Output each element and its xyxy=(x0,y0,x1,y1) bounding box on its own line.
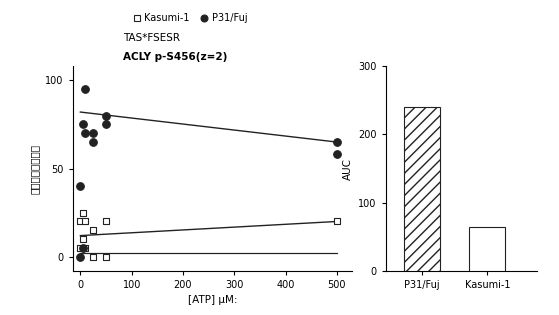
Text: ACLY p-S456(z=2): ACLY p-S456(z=2) xyxy=(123,52,228,62)
Point xyxy=(89,228,98,233)
Text: TAS*FSESR: TAS*FSESR xyxy=(123,33,180,43)
Y-axis label: AUC: AUC xyxy=(343,158,353,180)
Point xyxy=(102,122,111,127)
Point xyxy=(76,184,85,189)
Point xyxy=(89,254,98,259)
Point xyxy=(76,219,85,224)
Point xyxy=(332,152,341,157)
Point xyxy=(81,87,90,92)
Point xyxy=(78,245,87,250)
Point xyxy=(81,131,90,136)
X-axis label: [ATP] μM:: [ATP] μM: xyxy=(188,295,237,306)
Bar xyxy=(470,226,505,271)
Point xyxy=(102,219,111,224)
Point xyxy=(89,131,98,136)
Y-axis label: 規格化された活性: 規格化された活性 xyxy=(30,144,40,193)
Point xyxy=(89,140,98,145)
Legend: Kasumi-1, P31/Fuj: Kasumi-1, P31/Fuj xyxy=(128,9,252,27)
Point xyxy=(78,210,87,215)
Point xyxy=(81,219,90,224)
Point xyxy=(78,237,87,242)
Point xyxy=(81,245,90,250)
Point xyxy=(332,140,341,145)
Point xyxy=(102,113,111,118)
Point xyxy=(332,219,341,224)
Point xyxy=(78,122,87,127)
Point xyxy=(76,245,85,250)
Point xyxy=(76,254,85,259)
Bar xyxy=(404,107,440,271)
Point xyxy=(102,254,111,259)
